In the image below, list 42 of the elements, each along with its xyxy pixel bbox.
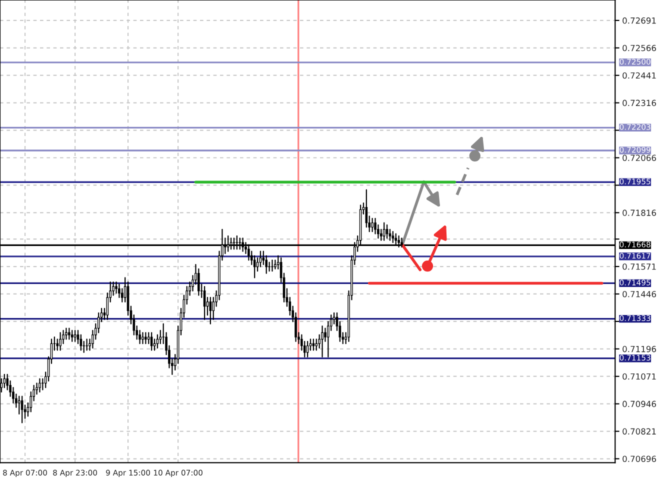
candlestick [68,328,70,340]
y-tick-label: 0.71446 [622,290,656,298]
candlestick [118,284,120,298]
candlestick [306,340,309,358]
candlestick [144,332,147,344]
candlestick [74,330,76,342]
candlestick [82,340,86,353]
candlestick [315,338,318,351]
candlestick [86,338,88,351]
candlestick [374,218,376,234]
candlestick [42,378,44,390]
y-tick-label: 0.72566 [622,44,656,52]
candlestick [59,332,62,351]
y-tick-label: 0.71816 [622,210,656,216]
candlestick [18,396,20,414]
candlestick [142,332,144,344]
candlestick [382,222,386,241]
candlestick [321,326,324,358]
y-tick-label: 0.70946 [622,400,656,408]
candlestick [388,228,392,241]
candlestick [65,328,68,340]
y-tick-label: 0.71196 [622,346,656,352]
candlestick [115,282,118,294]
candlestick [120,288,124,302]
candlestick [265,255,268,274]
y-tick-label: 0.71071 [622,373,656,380]
candlestick [371,218,374,232]
candlestick [271,260,274,272]
candlestick [138,330,141,344]
candlestick [38,378,41,393]
candlestick [198,268,200,296]
y-tick-label: 0.70696 [622,456,656,462]
y-tick-label: 0.72441 [622,72,656,79]
y-tick-label: 0.70821 [622,428,656,435]
candlestick [147,332,150,344]
y-tick-label: 0.72066 [622,154,656,162]
y-tick-label: 0.71571 [622,263,656,270]
y-tick-label: 0.72691 [622,17,656,24]
candlestick [70,330,74,342]
candlestick [56,338,59,351]
candlestick [380,228,382,241]
y-tick-label: 0.72316 [622,100,656,106]
